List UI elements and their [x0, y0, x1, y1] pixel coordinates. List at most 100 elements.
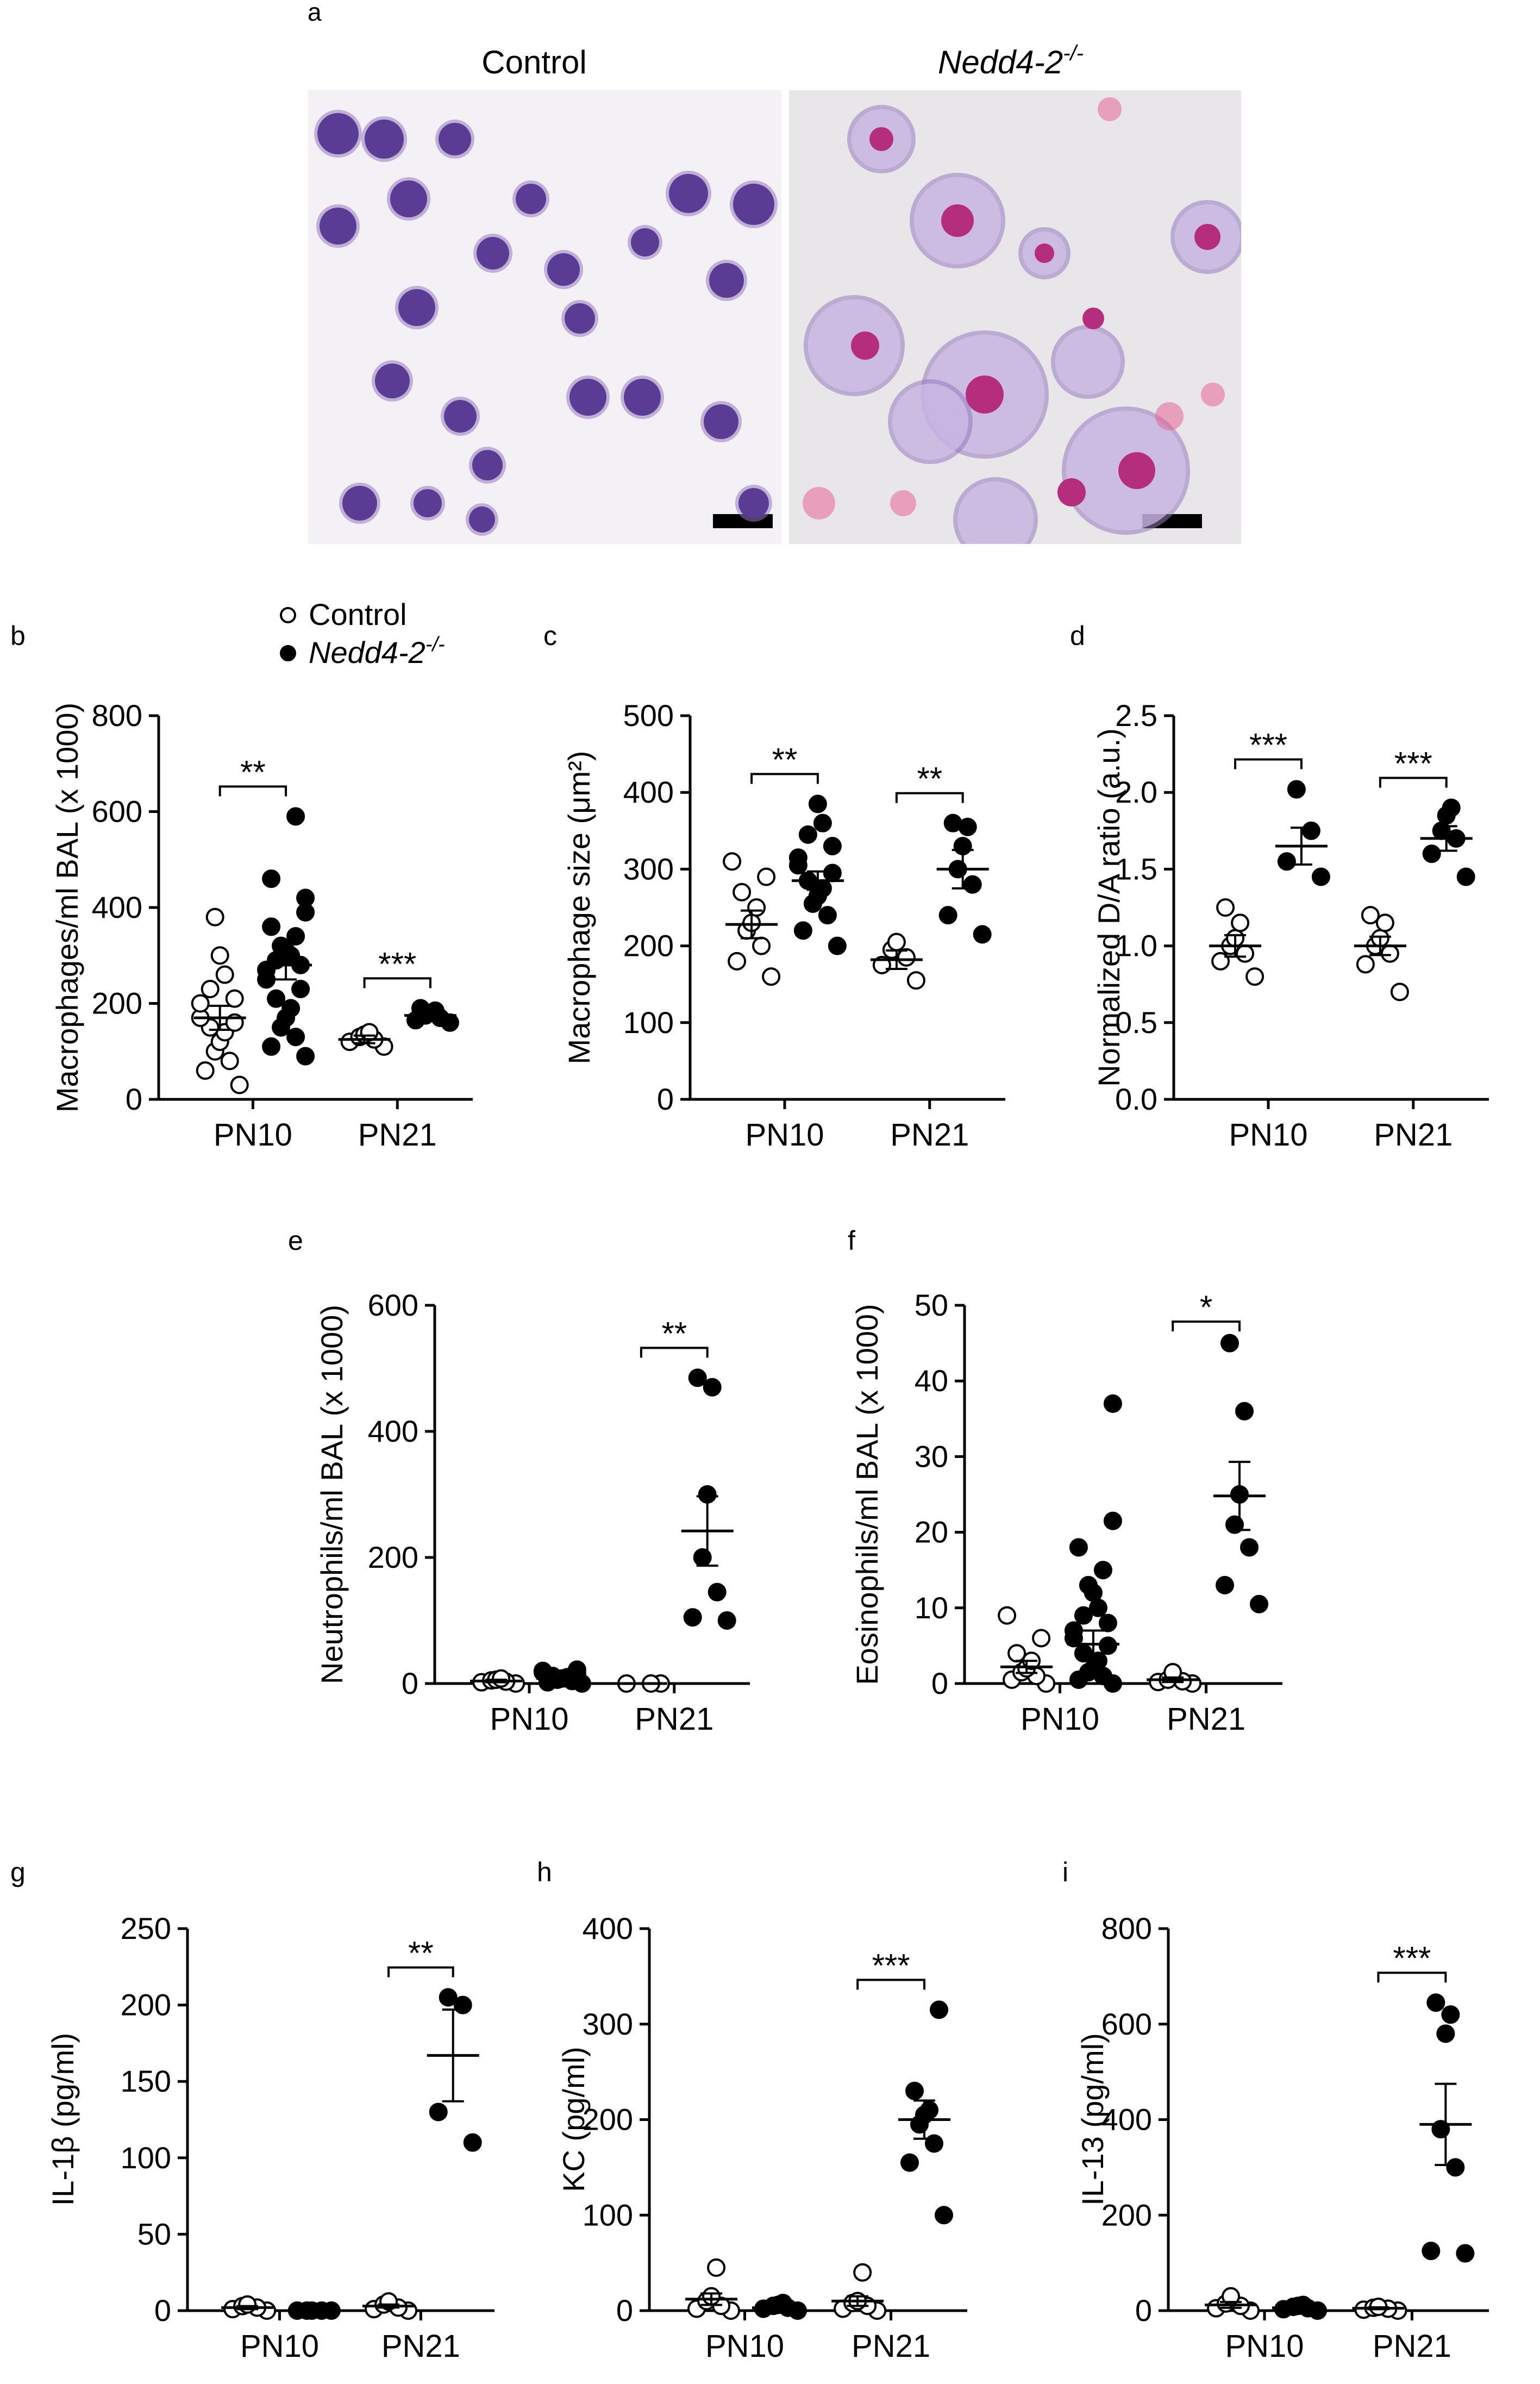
macrophage-cell — [631, 228, 659, 256]
point-ko-f — [1064, 1621, 1083, 1640]
point-ko-d — [1301, 821, 1320, 840]
y-tick-label-i: 400 — [1101, 2103, 1152, 2137]
point-ko-f — [1074, 1644, 1093, 1663]
significance-bracket-b — [363, 977, 431, 988]
macrophage-cell — [342, 486, 377, 521]
point-ko-d — [1287, 780, 1306, 799]
cell-nucleus — [869, 127, 893, 151]
y-axis-label-b: Macrophages/ml BAL (x 1000) — [50, 703, 84, 1112]
cell-nucleus — [1035, 243, 1054, 263]
micrograph-nedd4-2-ko — [789, 90, 1241, 544]
point-ko-e — [567, 1660, 586, 1679]
point-ko-i — [1426, 1993, 1445, 2012]
macrophage-cell — [733, 184, 774, 225]
x-tick-label-c-pn10: PN10 — [745, 1117, 824, 1153]
y-tick-label-c: 500 — [623, 698, 674, 733]
y-tick-label-e: 0 — [402, 1666, 418, 1700]
point-control-f — [1007, 1644, 1026, 1663]
point-control-e — [492, 1669, 511, 1688]
cell-nucleus — [1057, 478, 1086, 506]
point-ko-c — [938, 906, 957, 925]
point-ko-c — [963, 875, 982, 894]
macrophage-cell — [320, 208, 356, 245]
significance-bracket-c — [750, 773, 819, 784]
panel-letter-c: c — [543, 621, 557, 651]
micrograph-title-ko-superscript: -/- — [1063, 41, 1084, 65]
panel-letter-h: h — [537, 1857, 552, 1887]
point-ko-f — [1235, 1401, 1254, 1421]
y-tick-label-d: 0.5 — [1115, 1005, 1157, 1040]
point-ko-b — [296, 888, 315, 908]
significance-label-h: *** — [872, 1947, 910, 1983]
point-ko-b — [291, 980, 310, 999]
point-ko-f — [1098, 1636, 1117, 1655]
cell-nucleus — [851, 331, 879, 360]
panel-letter-d: d — [1070, 621, 1085, 651]
erythrocyte — [1155, 402, 1184, 430]
point-ko-e — [708, 1582, 727, 1601]
y-tick-label-f: 0 — [931, 1666, 948, 1700]
y-tick-label-b: 200 — [92, 986, 142, 1021]
y-tick-label-g: 200 — [121, 1988, 171, 2022]
chart-d — [1164, 714, 1489, 1109]
point-ko-h — [930, 2000, 949, 2019]
point-ko-c — [788, 848, 807, 867]
point-control-d — [1375, 913, 1394, 933]
point-ko-b — [267, 989, 286, 1008]
point-ko-i — [1456, 2244, 1475, 2263]
point-ko-g — [463, 2133, 482, 2152]
macrophage-cell — [709, 263, 744, 298]
point-ko-d — [1422, 844, 1441, 864]
point-ko-b — [286, 1028, 305, 1047]
macrophage-cell — [565, 303, 595, 334]
point-control-d — [1231, 913, 1250, 933]
y-tick-label-f: 30 — [915, 1439, 948, 1473]
point-ko-c — [813, 814, 832, 833]
x-tick-label-i-pn21: PN21 — [1373, 2329, 1451, 2364]
macrophage-cell — [444, 400, 477, 433]
point-ko-f — [1098, 1613, 1117, 1632]
chart-h — [640, 1927, 967, 2320]
erythrocyte — [890, 490, 916, 516]
significance-label-c: ** — [772, 741, 798, 778]
point-control-c — [897, 948, 916, 967]
point-control-h — [853, 2263, 872, 2282]
point-control-f — [1032, 1629, 1051, 1648]
point-ko-f — [1240, 1538, 1259, 1557]
panel-letter-e: e — [288, 1225, 303, 1256]
erythrocyte — [1201, 383, 1225, 406]
significance-label-b: *** — [378, 946, 416, 982]
y-tick-label-c: 200 — [623, 929, 674, 963]
point-ko-f — [1220, 1334, 1239, 1353]
point-ko-f — [1093, 1561, 1112, 1580]
x-tick-label-h-pn21: PN21 — [852, 2329, 930, 2364]
point-ko-d — [1277, 852, 1296, 871]
erythrocyte — [803, 487, 835, 520]
cell-nucleus — [941, 204, 974, 237]
y-tick-label-h: 400 — [583, 1911, 633, 1945]
point-control-b — [215, 965, 234, 984]
legend-marker-ko — [280, 645, 296, 661]
point-ko-d — [1456, 867, 1475, 886]
y-tick-label-h: 0 — [616, 2293, 633, 2327]
y-tick-label-i: 200 — [1101, 2198, 1152, 2232]
significance-bracket-i — [1377, 1972, 1447, 1983]
y-tick-label-h: 200 — [583, 2103, 633, 2137]
y-tick-label-e: 200 — [368, 1540, 418, 1574]
point-ko-c — [823, 864, 842, 883]
y-tick-label-g: 250 — [121, 1911, 171, 1945]
point-ko-h — [935, 2206, 954, 2225]
significance-label-f: * — [1200, 1289, 1212, 1325]
point-ko-e — [717, 1611, 736, 1630]
y-tick-label-c: 100 — [623, 1005, 674, 1040]
point-ko-e — [533, 1661, 552, 1680]
panel-letter-g: g — [10, 1857, 26, 1887]
macrophage-cell-enlarged — [892, 384, 968, 460]
macrophage-cell — [547, 253, 580, 286]
y-tick-label-c: 0 — [657, 1082, 674, 1116]
macrophage-cell-enlarged — [957, 481, 1034, 544]
x-tick-label-d-pn21: PN21 — [1374, 1117, 1453, 1153]
significance-label-c: ** — [917, 761, 942, 797]
point-ko-d — [1442, 798, 1461, 817]
